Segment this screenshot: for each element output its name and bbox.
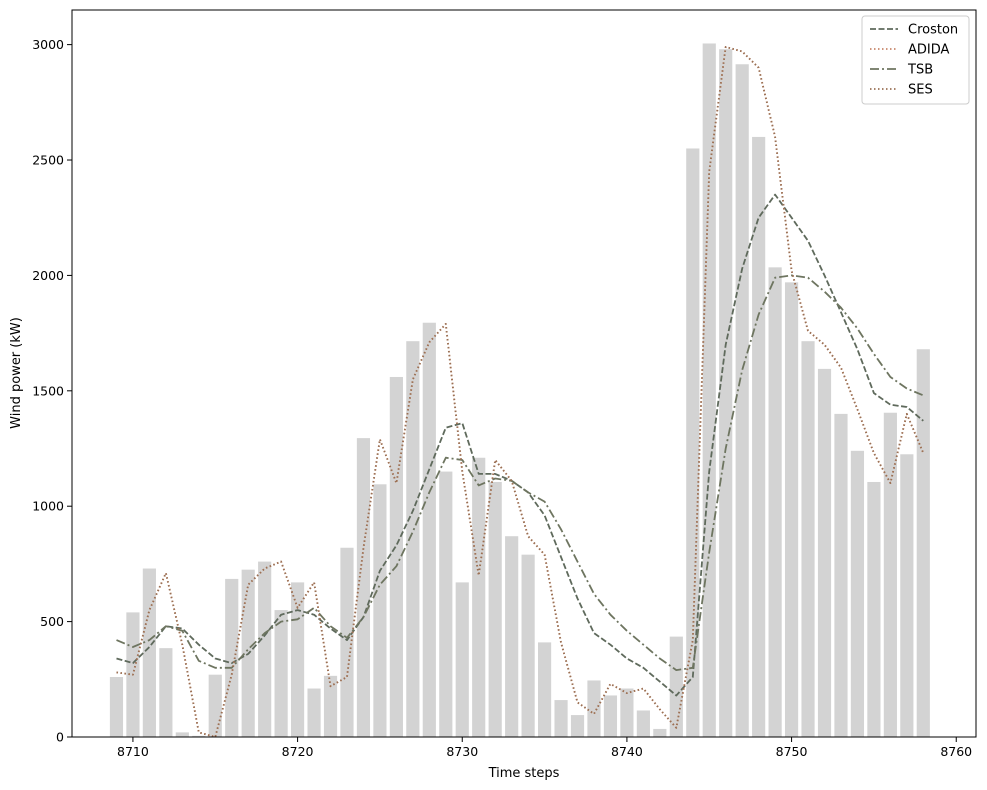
y-tick-label: 2000 — [32, 268, 64, 283]
bar — [488, 481, 502, 737]
bar — [208, 674, 222, 737]
bar — [669, 636, 683, 737]
bar — [159, 648, 173, 737]
bar — [570, 715, 585, 737]
bar — [472, 457, 486, 737]
bar — [702, 43, 716, 737]
bar — [439, 471, 453, 737]
series-line-tsb — [116, 274, 924, 671]
bar — [636, 710, 650, 737]
bar — [801, 341, 815, 737]
bar — [537, 642, 552, 737]
y-tick-label: 2500 — [32, 153, 64, 168]
bar — [686, 148, 700, 737]
legend-label-croston: Croston — [908, 23, 958, 38]
bar — [719, 49, 733, 737]
bar — [834, 413, 848, 737]
bar — [867, 481, 881, 737]
legend-label-adida: ADIDA — [908, 43, 950, 58]
bar — [307, 688, 321, 737]
bar — [389, 376, 403, 737]
bar — [291, 582, 305, 737]
y-tick-label: 3000 — [32, 37, 64, 52]
bar — [422, 322, 436, 737]
bar — [817, 368, 832, 737]
y-tick-label: 500 — [40, 614, 64, 629]
bar — [603, 695, 618, 737]
bar — [192, 735, 206, 737]
bar — [455, 582, 469, 737]
bar — [340, 547, 354, 737]
bars-layer — [109, 43, 930, 737]
legend-label-ses: SES — [908, 83, 933, 98]
bar — [406, 341, 420, 737]
bar — [356, 438, 371, 737]
bar — [175, 732, 189, 737]
bar — [883, 412, 897, 737]
bar — [274, 610, 288, 737]
bar — [916, 349, 930, 737]
bar — [554, 700, 568, 737]
x-axis: 8710 8720 8730 8740 8750 8760 — [117, 737, 972, 759]
y-axis-title: Wind power (kW) — [9, 317, 24, 429]
x-tick-label: 8740 — [611, 744, 643, 759]
x-tick-label: 8730 — [446, 744, 478, 759]
series-lines-layer — [116, 46, 925, 738]
x-axis-title: Time steps — [488, 766, 560, 781]
bar — [258, 561, 272, 737]
bar — [850, 450, 865, 737]
bar — [521, 554, 535, 737]
bar — [109, 676, 124, 737]
bar — [505, 536, 519, 737]
y-axis: 0 500 1000 1500 2000 2500 3000 — [32, 37, 72, 745]
legend: Croston ADIDA TSB SES — [861, 15, 970, 105]
bar — [784, 282, 799, 737]
x-tick-label: 8710 — [117, 744, 149, 759]
legend-label-tsb: TSB — [907, 63, 933, 78]
x-tick-label: 8760 — [940, 744, 972, 759]
bar — [323, 675, 338, 737]
bar — [225, 578, 239, 737]
bar — [735, 64, 749, 737]
y-tick-label: 0 — [56, 730, 64, 745]
bar — [620, 688, 634, 737]
bar — [142, 568, 156, 737]
legend-box — [861, 15, 970, 105]
series-line-ses — [116, 46, 925, 738]
bar — [768, 267, 782, 737]
bar — [653, 728, 667, 737]
bar — [373, 484, 387, 737]
bar — [587, 680, 601, 737]
plot-frame — [71, 9, 977, 738]
bar — [752, 136, 766, 737]
bar — [900, 454, 914, 737]
y-tick-label: 1000 — [32, 499, 64, 514]
x-tick-label: 8750 — [776, 744, 808, 759]
y-tick-label: 1500 — [32, 383, 64, 398]
x-tick-label: 8720 — [282, 744, 314, 759]
